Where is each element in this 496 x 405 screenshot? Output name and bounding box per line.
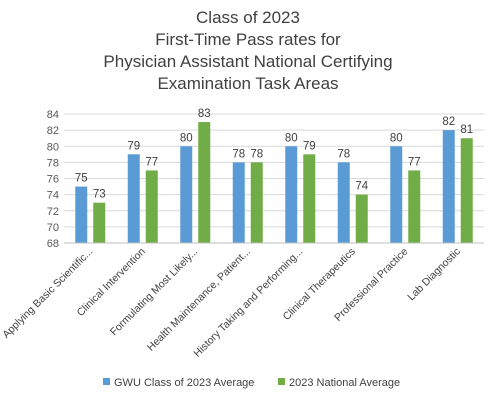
- data-labels: 75 73 79 77 80 83 78 78 80 79 78 74 80 77 82 81: [75, 108, 473, 201]
- data-label: 73: [93, 189, 106, 201]
- y-tick-label: 82: [47, 125, 59, 137]
- x-axis: Applying Basic Scientific...Clinical Int…: [0, 242, 484, 360]
- y-tick-label: 80: [47, 141, 59, 153]
- bar-gwu: [180, 146, 193, 243]
- chart-title-line-1: Class of 2023: [196, 8, 300, 27]
- chart-title: Class of 2023 First-Time Pass rates for …: [103, 8, 392, 93]
- data-label: 83: [198, 108, 211, 120]
- bar-gwu: [75, 186, 88, 243]
- bar-national: [145, 170, 158, 243]
- bar-gwu: [390, 146, 403, 243]
- data-label: 79: [127, 140, 140, 152]
- legend-label: GWU Class of 2023 Average: [114, 377, 254, 389]
- data-label: 78: [232, 148, 245, 160]
- y-tick-label: 70: [47, 222, 59, 234]
- chart-title-line-3: Physician Assistant National Certifying: [103, 52, 392, 71]
- chart-title-line-2: First-Time Pass rates for: [155, 30, 341, 49]
- data-label: 74: [355, 181, 368, 193]
- x-tick-label: Health Maintenance, Patient...: [145, 246, 253, 354]
- x-tick-label: History Taking and Performing...: [191, 246, 305, 360]
- bar-national: [460, 138, 473, 243]
- bars: [75, 122, 473, 243]
- bar-gwu: [442, 130, 455, 243]
- x-tick-label: Formulating Most Likely...: [108, 246, 201, 339]
- bar-gwu: [285, 146, 298, 243]
- data-label: 79: [303, 140, 316, 152]
- bar-national: [303, 154, 316, 243]
- chart-title-line-4: Examination Task Areas: [157, 74, 338, 93]
- bar-gwu: [232, 162, 245, 243]
- data-label: 82: [442, 116, 455, 128]
- y-tick-label: 68: [47, 238, 59, 250]
- data-label: 80: [180, 132, 193, 144]
- data-label: 78: [337, 148, 350, 160]
- data-label: 77: [145, 156, 158, 168]
- data-label: 75: [75, 173, 88, 185]
- y-tick-label: 74: [47, 190, 59, 202]
- data-label: 81: [460, 124, 473, 136]
- legend: GWU Class of 2023 Average 2023 National A…: [103, 377, 400, 389]
- bar-national: [198, 122, 211, 243]
- y-tick-label: 78: [47, 157, 59, 169]
- data-label: 80: [285, 132, 298, 144]
- legend-swatch: [103, 378, 110, 385]
- bar-gwu: [337, 162, 350, 243]
- data-label: 77: [408, 156, 421, 168]
- y-tick-label: 76: [47, 174, 59, 186]
- y-tick-label: 84: [47, 109, 59, 121]
- y-tick-label: 72: [47, 206, 59, 218]
- gridlines: [64, 113, 484, 244]
- data-label: 80: [390, 132, 403, 144]
- bar-national: [355, 194, 368, 243]
- bar-gwu: [127, 154, 140, 243]
- x-tick-label: Applying Basic Scientific...: [0, 246, 95, 341]
- legend-label: 2023 National Average: [289, 377, 400, 389]
- x-tick-label: Lab Diagnostic: [405, 246, 463, 304]
- bar-national: [250, 162, 263, 243]
- bar-national: [93, 202, 106, 243]
- bar-national: [408, 170, 421, 243]
- legend-swatch: [278, 378, 285, 385]
- y-axis: 68 70 72 74 76 78 80 82 84: [47, 109, 59, 250]
- data-label: 78: [250, 148, 263, 160]
